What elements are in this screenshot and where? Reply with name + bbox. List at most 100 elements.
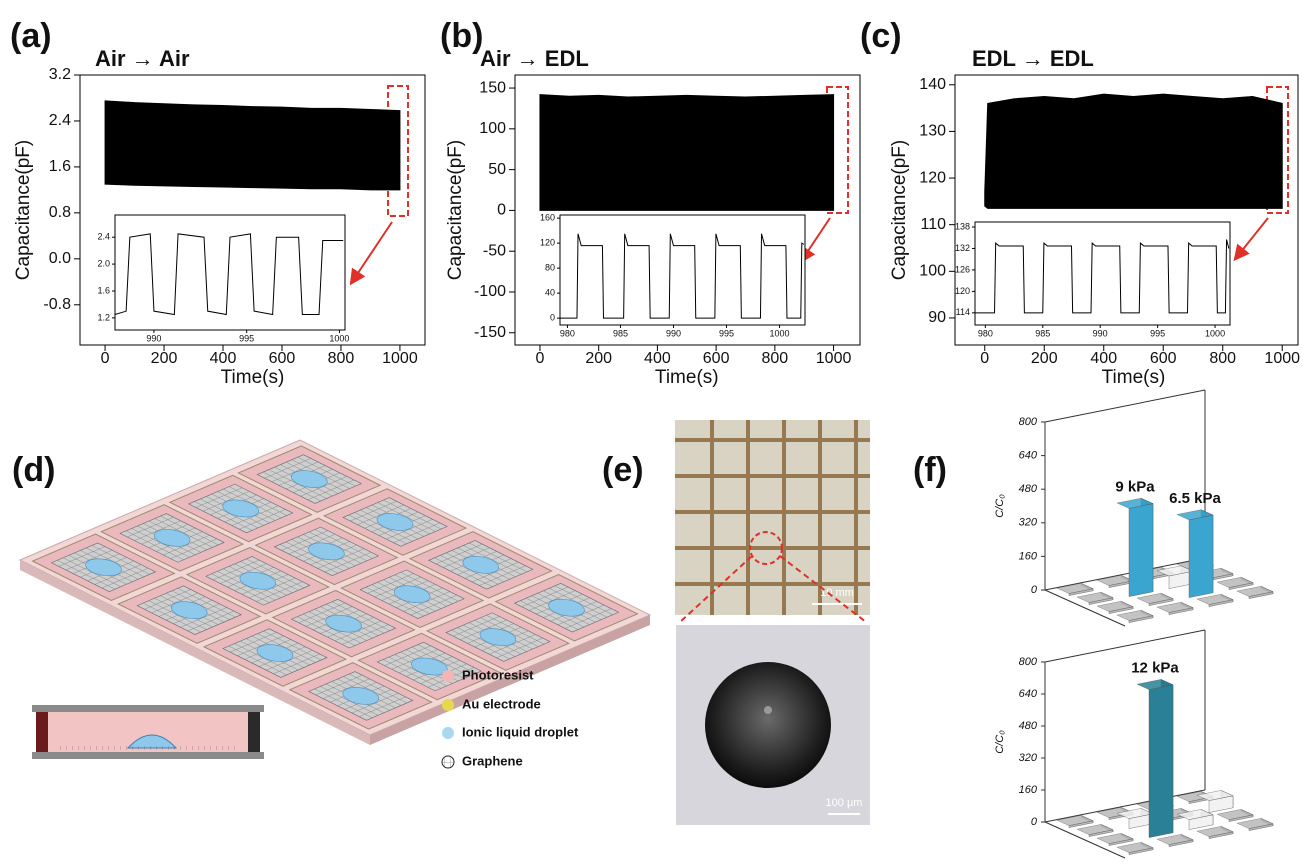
x-axis-label: Time(s) — [221, 367, 285, 388]
y-tick-label: 120 — [955, 286, 970, 296]
z-tick-label: 0 — [1031, 584, 1038, 596]
y-tick-label: 138 — [955, 221, 970, 231]
x-tick-label: 200 — [151, 350, 178, 367]
bar-annotation: 6.5 kPa — [1169, 490, 1221, 507]
x-tick-label: 1000 — [816, 350, 852, 367]
x-tick-label: 800 — [1209, 350, 1236, 367]
y-tick-label: 126 — [955, 264, 970, 274]
x-tick-label: 1000 — [1264, 350, 1300, 367]
x-tick-label: 985 — [1035, 328, 1050, 338]
chart-title: Air → EDL — [480, 46, 589, 71]
y-tick-label: 0.8 — [49, 204, 71, 221]
legend-label: Au electrode — [462, 696, 541, 711]
z-tick-label: 160 — [1019, 784, 1038, 796]
inset-background — [975, 222, 1230, 325]
z-axis-label: C/C₀ — [994, 730, 1006, 754]
x-tick-label: 990 — [666, 328, 681, 338]
legend-swatch — [442, 699, 454, 711]
bar-front — [1129, 504, 1153, 597]
z-tick-label: 640 — [1019, 688, 1038, 700]
x-tick-label: 1000 — [1205, 328, 1225, 338]
z-tick-label: 320 — [1019, 517, 1038, 529]
x-tick-label: 980 — [978, 328, 993, 338]
x-tick-label: 990 — [1093, 328, 1108, 338]
bar-annotation: 12 kPa — [1131, 659, 1179, 676]
signal-band — [540, 95, 834, 211]
y-tick-label: 2.4 — [97, 232, 110, 242]
y-tick-label: 1.6 — [97, 285, 110, 295]
panel-label: (d) — [12, 451, 55, 489]
panel-label: (a) — [10, 17, 52, 55]
y-tick-label: 130 — [919, 123, 946, 140]
y-tick-label: 2.4 — [49, 112, 71, 129]
x-tick-label: 800 — [761, 350, 788, 367]
y-tick-label: 2.0 — [97, 258, 110, 268]
x-tick-label: 200 — [1031, 350, 1058, 367]
y-tick-label: 100 — [479, 120, 506, 137]
y-tick-label: 114 — [956, 307, 970, 317]
y-tick-label: 40 — [545, 288, 555, 298]
bar-front — [1149, 685, 1173, 838]
signal-band — [985, 94, 1282, 208]
side-view — [32, 705, 264, 759]
panel-label: (f) — [913, 451, 947, 489]
scale-bar-label: 10 mm — [820, 587, 854, 599]
z-tick-label: 160 — [1019, 550, 1038, 562]
wall-edge — [1045, 390, 1205, 422]
legend-label: Graphene — [462, 753, 523, 768]
z-tick-label: 640 — [1019, 450, 1038, 462]
x-tick-label: 0 — [980, 350, 989, 367]
x-tick-label: 980 — [560, 328, 575, 338]
legend-label: Ionic liquid droplet — [462, 724, 579, 739]
legend-label: Photoresist — [462, 667, 534, 682]
figure: (d) (e) (f) Photoresist Au electrode Ion… — [0, 0, 1303, 864]
z-tick-label: 0 — [1031, 816, 1038, 828]
inset-background — [115, 215, 345, 330]
legend-swatch — [442, 756, 454, 768]
photo-array: 10 mm — [675, 420, 870, 622]
z-tick-label: 800 — [1019, 416, 1038, 428]
x-axis-label: Time(s) — [655, 367, 719, 388]
y-tick-label: 3.2 — [49, 66, 71, 83]
photo-droplet: 100 μm — [676, 625, 870, 825]
x-tick-label: 400 — [1090, 350, 1117, 367]
x-tick-label: 990 — [146, 333, 161, 343]
x-tick-label: 600 — [703, 350, 730, 367]
x-tick-label: 985 — [613, 328, 628, 338]
panel-label: (c) — [860, 17, 902, 55]
bar-front — [1189, 515, 1213, 598]
z-tick-label: 480 — [1019, 720, 1038, 732]
y-tick-label: 110 — [920, 216, 946, 233]
y-tick-label: 50 — [488, 161, 506, 178]
bar-annotation: 9 kPa — [1115, 478, 1155, 495]
y-tick-label: 0 — [550, 313, 555, 323]
x-tick-label: 995 — [1150, 328, 1165, 338]
y-tick-label: 132 — [955, 243, 970, 253]
panel-label: (b) — [440, 17, 483, 55]
y-tick-label: 90 — [928, 309, 946, 326]
y-tick-label: 1.6 — [49, 158, 71, 175]
x-tick-label: 800 — [328, 350, 355, 367]
z-tick-label: 320 — [1019, 752, 1038, 764]
x-tick-label: 995 — [239, 333, 254, 343]
y-tick-label: 80 — [545, 263, 555, 273]
z-tick-label: 480 — [1019, 483, 1038, 495]
y-tick-label: -50 — [483, 242, 506, 259]
x-tick-label: 400 — [644, 350, 671, 367]
inset-background — [560, 215, 805, 325]
y-tick-label: 160 — [540, 213, 555, 223]
scale-bar-label: 100 μm — [826, 797, 863, 809]
y-tick-label: 0.0 — [49, 250, 71, 267]
y-tick-label: -150 — [474, 324, 506, 341]
y-tick-label: 140 — [919, 76, 946, 93]
chart-title: Air → Air — [95, 46, 190, 71]
y-tick-label: 100 — [919, 263, 946, 280]
x-tick-label: 200 — [585, 350, 612, 367]
y-axis-label: Capacitance(pF) — [13, 140, 34, 280]
y-tick-label: 0 — [497, 202, 506, 219]
x-tick-label: 400 — [210, 350, 237, 367]
device-illustration — [20, 440, 650, 745]
y-tick-label: 1.2 — [97, 312, 110, 322]
z-tick-label: 800 — [1019, 656, 1038, 668]
x-tick-label: 1000 — [329, 333, 349, 343]
